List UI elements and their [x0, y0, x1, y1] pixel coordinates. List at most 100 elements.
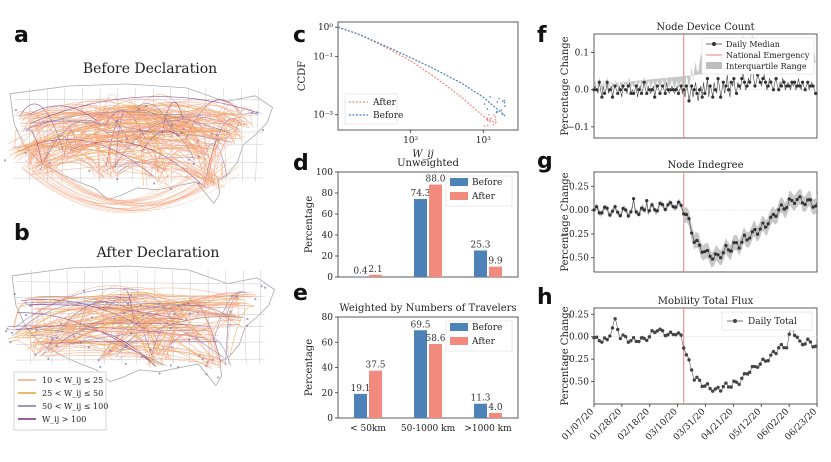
flow-line	[27, 337, 33, 353]
bar-after	[369, 370, 382, 418]
daily-median-point	[724, 84, 728, 88]
daily-median-point	[597, 80, 601, 84]
daily-total-point	[718, 389, 723, 393]
bar-before	[414, 198, 427, 277]
daily-median-point	[610, 209, 615, 213]
city-node	[140, 355, 144, 358]
legend-swatch	[450, 178, 468, 186]
city-node	[157, 303, 160, 306]
flow-line	[22, 105, 137, 120]
city-node	[173, 313, 176, 316]
daily-total-point	[637, 339, 641, 344]
daily-total-point	[732, 379, 736, 383]
flow-line	[62, 332, 159, 366]
daily-total-point	[745, 372, 749, 376]
daily-total-point	[602, 336, 607, 340]
daily-total-point	[753, 364, 757, 369]
daily-total-point	[626, 340, 631, 344]
daily-median-point	[676, 200, 681, 204]
city-node	[124, 362, 127, 365]
daily-median-point	[687, 99, 691, 103]
x-tick-label: 10²	[403, 136, 418, 146]
daily-median-point	[637, 88, 641, 92]
daily-median-point	[769, 80, 773, 84]
daily-median-point	[782, 207, 786, 211]
flow-line	[25, 303, 225, 316]
daily-median-point	[616, 210, 620, 214]
chart-title: Node Device Count	[656, 22, 754, 33]
city-node	[116, 177, 119, 181]
daily-median-point	[661, 203, 665, 207]
flow-line	[151, 348, 156, 359]
daily-median-point	[624, 88, 628, 92]
legend-swatch-marker	[712, 42, 716, 46]
flow-line	[101, 352, 167, 356]
flow-line	[128, 107, 169, 179]
daily-median-point	[753, 227, 757, 232]
flow-line	[34, 345, 36, 353]
daily-total-point	[676, 331, 681, 335]
daily-median-point	[621, 84, 625, 88]
daily-median-point	[679, 203, 683, 207]
ccdf-tail-point	[486, 117, 489, 120]
flow-line	[99, 134, 148, 179]
legend-swatch	[450, 323, 468, 331]
flow-line	[14, 137, 34, 173]
flow-line	[184, 113, 213, 176]
daily-median-point	[690, 84, 694, 88]
daily-total-point	[758, 362, 762, 366]
daily-total-point	[803, 342, 807, 346]
axes-frame	[337, 21, 519, 131]
flow-line	[213, 116, 254, 155]
daily-median-point	[798, 84, 802, 88]
daily-median-point	[695, 91, 699, 96]
daily-median-point	[705, 76, 710, 81]
daily-median-point	[676, 91, 681, 96]
y-tick-label: 0.25	[569, 182, 589, 192]
flow-line	[20, 299, 245, 332]
daily-median-point	[661, 84, 665, 88]
flow-line	[28, 150, 43, 162]
daily-total-point	[787, 332, 791, 336]
daily-median-point	[605, 206, 609, 210]
daily-median-point	[616, 91, 620, 96]
daily-total-point	[774, 351, 778, 356]
daily-median-point	[658, 201, 662, 205]
daily-total-point	[597, 339, 601, 343]
flow-arc	[32, 153, 236, 205]
daily-median-point	[624, 208, 628, 212]
y-tick-label: −0.25	[561, 355, 589, 365]
city-node	[106, 301, 109, 304]
city-node	[197, 155, 200, 158]
flow-line	[29, 149, 56, 159]
flow-line	[39, 306, 115, 354]
daily-total-point	[610, 326, 615, 330]
bar-value-label: 74.3	[410, 189, 430, 199]
city-node	[176, 365, 180, 369]
city-node	[206, 360, 209, 363]
state-border	[15, 326, 265, 329]
daily-median-point	[779, 203, 783, 207]
bar-after	[429, 184, 442, 277]
daily-median-point	[716, 253, 720, 257]
city-node	[182, 128, 185, 131]
daily-median-point	[777, 88, 781, 92]
legend-label: Daily Median	[726, 40, 780, 49]
daily-median-point	[666, 203, 670, 207]
daily-median-point	[798, 195, 802, 199]
city-node	[109, 349, 112, 352]
y-tick-label: 40	[322, 231, 334, 241]
flow-line	[7, 145, 105, 177]
y-axis-label: Percentage Change	[560, 172, 571, 271]
city-node	[127, 302, 130, 305]
city-node	[180, 308, 183, 311]
legend-label: After	[471, 192, 496, 202]
flow-line	[230, 121, 245, 145]
city-node	[256, 111, 259, 114]
city-node	[130, 332, 133, 335]
ccdf-tail-point	[483, 103, 486, 105]
flow-line	[104, 136, 230, 173]
city-node	[183, 303, 186, 306]
daily-median-point	[792, 80, 797, 84]
daily-median-point	[734, 91, 739, 96]
